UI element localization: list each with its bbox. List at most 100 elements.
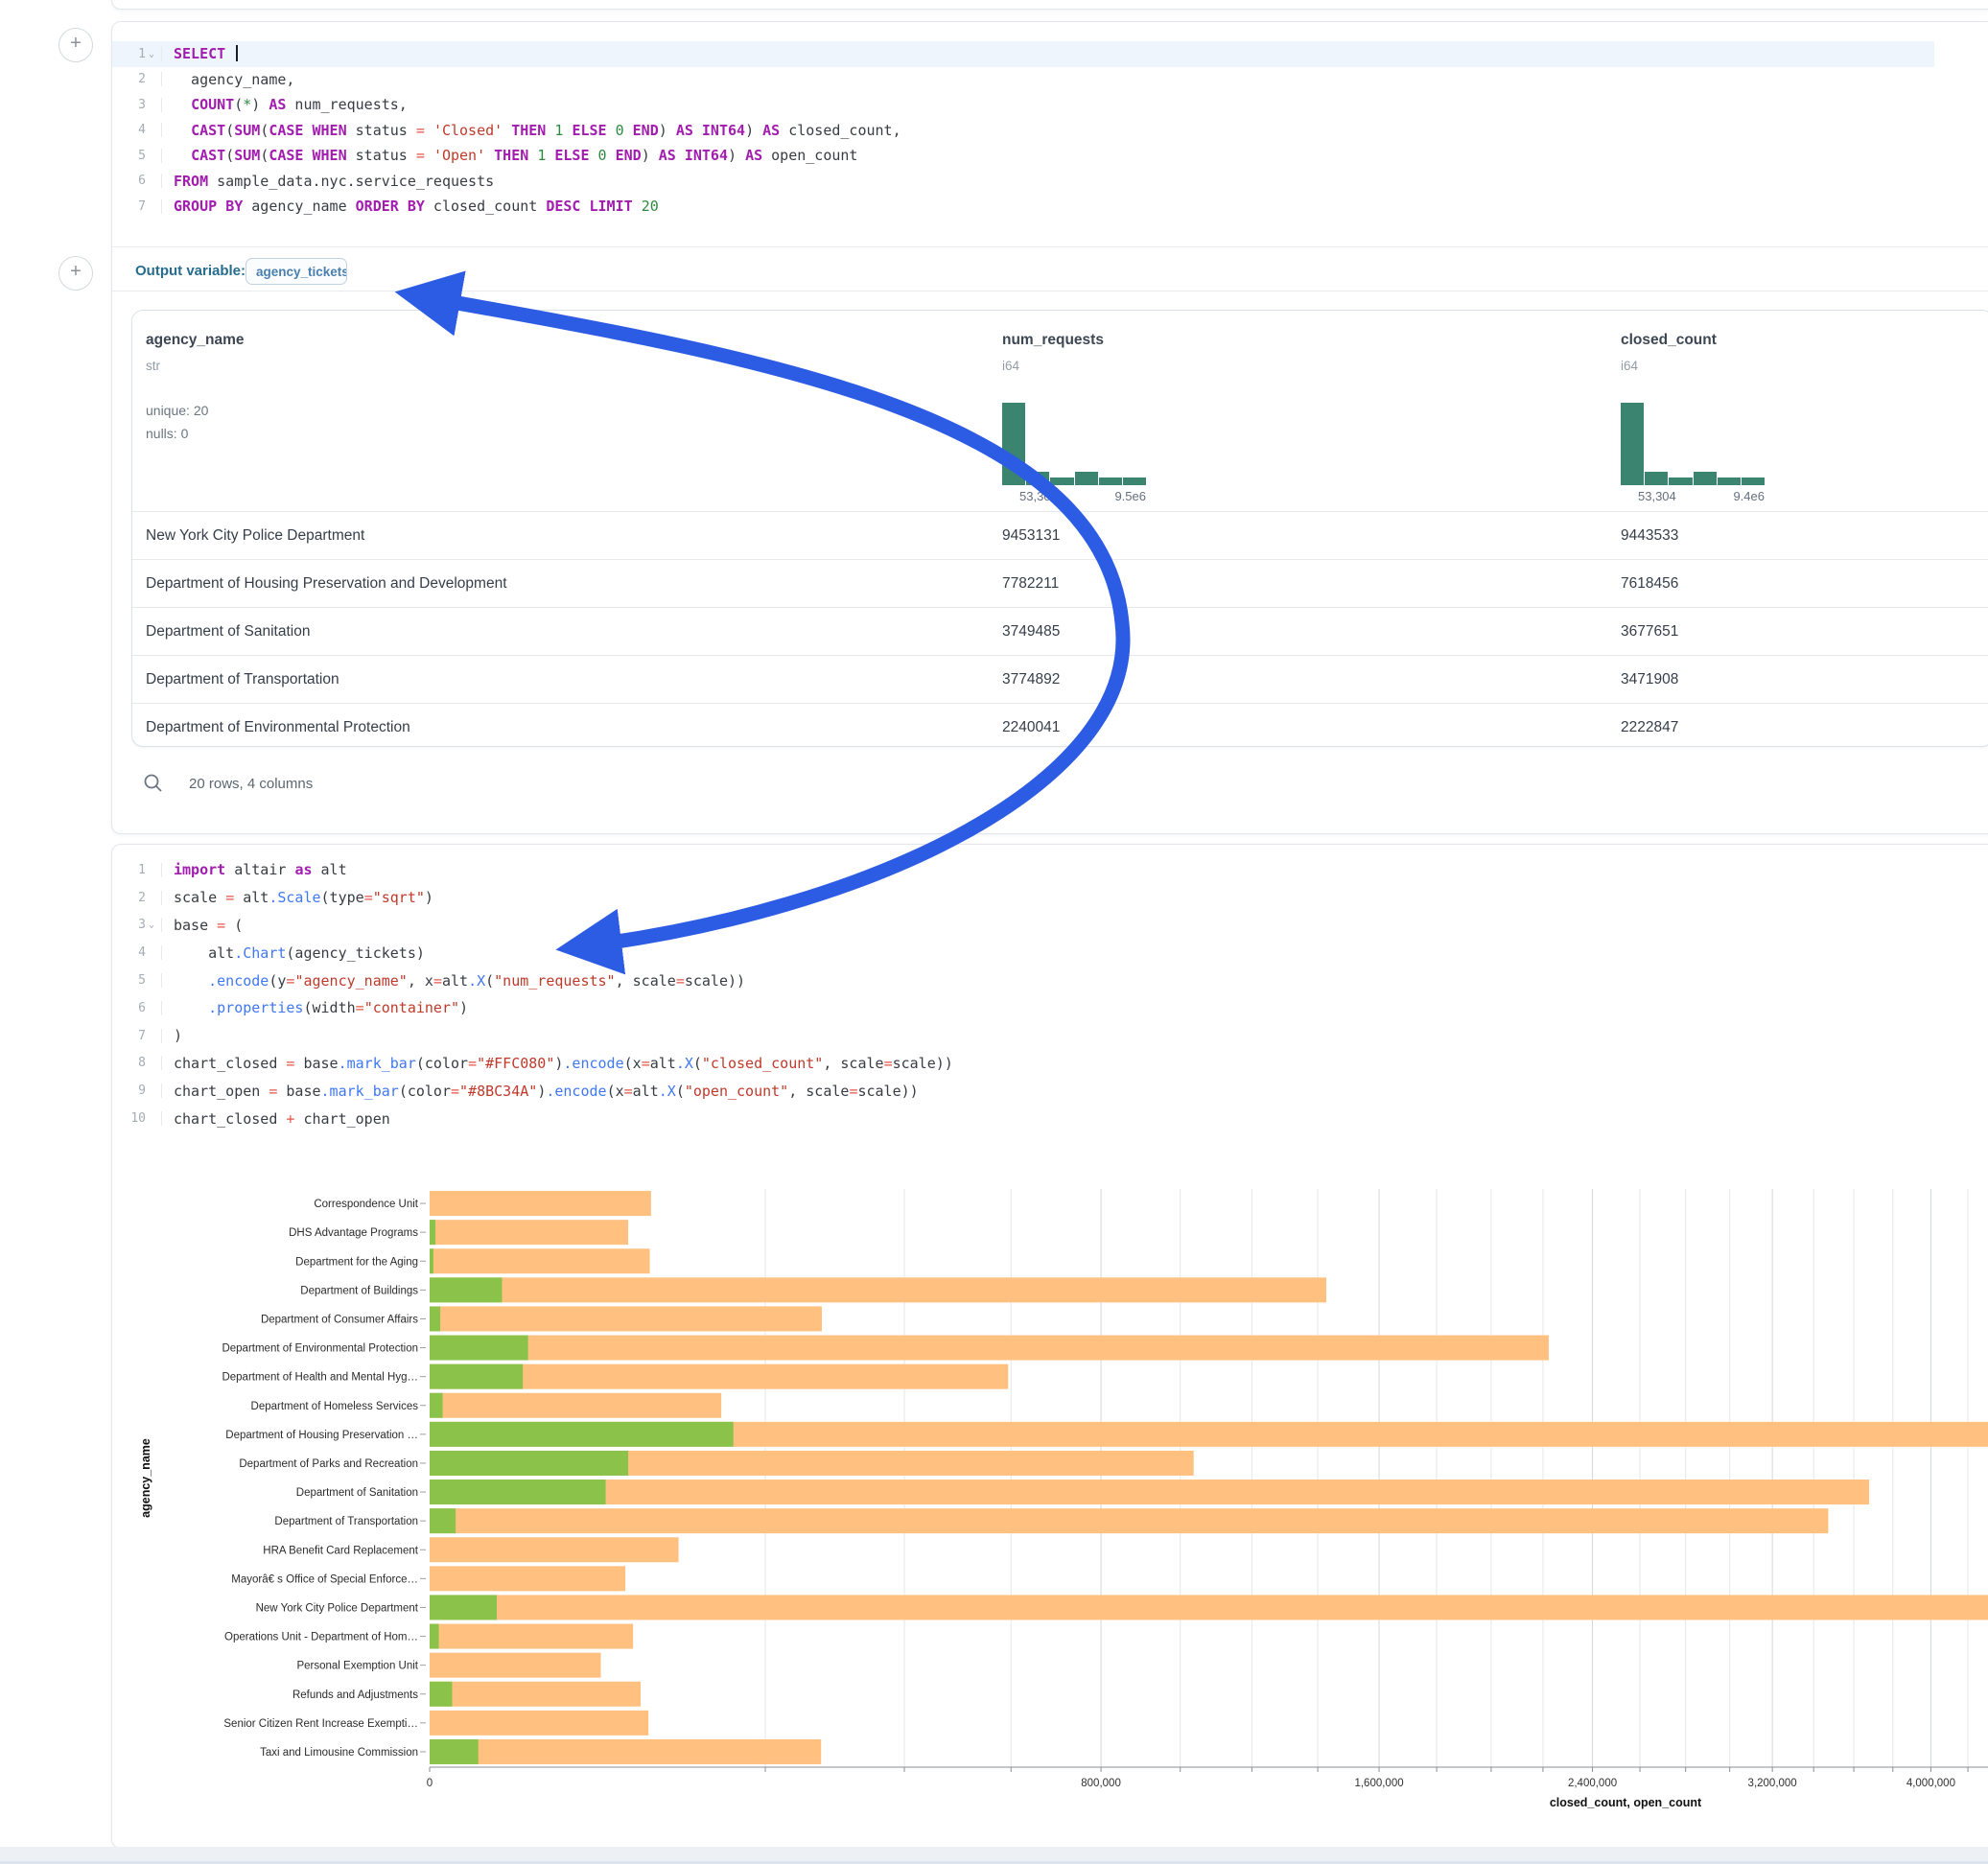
code-text: ) — [162, 1027, 182, 1044]
table-cell: Department of Housing Preservation and D… — [146, 575, 507, 593]
sql-code-editor[interactable]: 1⌄SELECT 2 agency_name,3 COUNT(*) AS num… — [112, 41, 1934, 220]
table-cell: 9453131 — [1002, 527, 1060, 545]
code-line-10[interactable]: 10 chart_closed + chart_open — [112, 1105, 1934, 1132]
code-text: import altair as alt — [162, 861, 347, 878]
sql-cell: 1⌄SELECT 2 agency_name,3 COUNT(*) AS num… — [111, 21, 1988, 834]
column-type: i64 — [1002, 359, 1019, 373]
column-header-closed_count[interactable]: closed_count — [1621, 332, 1717, 349]
line-number: 4 — [138, 945, 146, 960]
column-type: str — [146, 359, 160, 373]
table-rows: New York City Police Department 9453131 94… — [132, 511, 1988, 747]
line-number: 9 — [138, 1083, 146, 1098]
table-cell: 2240041 — [1002, 719, 1060, 736]
code-line-7[interactable]: 7 GROUP BY agency_name ORDER BY closed_co… — [112, 194, 1934, 220]
table-row: New York City Police Department 9453131 94… — [132, 511, 1988, 559]
table-cell: 3471908 — [1621, 671, 1678, 688]
code-text: .properties(width="container") — [162, 999, 468, 1016]
column-stat: unique: 20 — [146, 399, 208, 422]
code-line-9[interactable]: 9 chart_open = base.mark_bar(color="#8BC3… — [112, 1077, 1934, 1105]
table-row: Department of Transportation 3774892 34719… — [132, 655, 1988, 703]
code-text: agency_name, — [162, 71, 294, 88]
table-row: Department of Environmental Protection 22… — [132, 703, 1988, 747]
table-cell: 3749485 — [1002, 623, 1060, 641]
line-number: 1 — [138, 863, 146, 877]
output-variable-label: Output variable: — [135, 263, 246, 279]
table-cell: Department of Transportation — [146, 671, 339, 688]
table-cell: 2222847 — [1621, 719, 1678, 736]
line-number: 4 — [138, 123, 146, 137]
code-line-3[interactable]: 3⌄ base = ( — [112, 912, 1934, 940]
code-text: SELECT — [162, 45, 238, 62]
add-cell-button-top[interactable]: + — [58, 28, 93, 62]
python-code-editor[interactable]: 1 import altair as alt 2 scale = alt.Scale(… — [112, 856, 1934, 1132]
line-number: 8 — [138, 1056, 146, 1070]
column-histogram — [1002, 403, 1146, 485]
text-cursor — [236, 45, 238, 61]
table-cell: New York City Police Department — [146, 527, 364, 545]
line-number: 7 — [138, 199, 146, 214]
code-line-3[interactable]: 3 COUNT(*) AS num_requests, — [112, 92, 1934, 118]
histogram-range-labels: 53,3049.5e6 — [1019, 489, 1146, 503]
collapse-chevron-icon[interactable]: ⌄ — [149, 920, 157, 930]
code-text: CAST(SUM(CASE WHEN status = 'Closed' THE… — [162, 122, 901, 139]
table-cell: Department of Sanitation — [146, 623, 310, 641]
code-text: chart_open = base.mark_bar(color="#8BC34… — [162, 1083, 919, 1100]
code-text: chart_closed + chart_open — [162, 1110, 390, 1128]
table-cell: 9443533 — [1621, 527, 1678, 545]
code-line-6[interactable]: 6 .properties(width="container") — [112, 994, 1934, 1022]
table-dimensions-label: 20 rows, 4 columns — [189, 776, 313, 792]
table-row: Department of Sanitation 3749485 3677651 — [132, 607, 1988, 655]
column-header-agency_name[interactable]: agency_name — [146, 332, 245, 349]
python-cell: 1 import altair as alt 2 scale = alt.Scale(… — [111, 844, 1988, 1849]
code-line-4[interactable]: 4 CAST(SUM(CASE WHEN status = 'Closed' T… — [112, 118, 1934, 144]
code-line-4[interactable]: 4 alt.Chart(agency_tickets) — [112, 939, 1934, 967]
code-line-8[interactable]: 8 chart_closed = base.mark_bar(color="#FF… — [112, 1050, 1934, 1078]
collapse-chevron-icon[interactable]: ⌄ — [149, 49, 157, 59]
table-cell: 3774892 — [1002, 671, 1060, 688]
code-text: base = ( — [162, 917, 243, 934]
code-line-5[interactable]: 5 .encode(y="agency_name", x=alt.X("num_… — [112, 967, 1934, 994]
code-line-5[interactable]: 5 CAST(SUM(CASE WHEN status = 'Open' THE… — [112, 143, 1934, 169]
line-number: 5 — [138, 149, 146, 163]
histogram-range-labels: 53,3049.4e6 — [1638, 489, 1765, 503]
line-number: 3 — [138, 918, 146, 932]
line-number: 1 — [138, 47, 146, 61]
line-number: 2 — [138, 72, 146, 86]
table-cell: Department of Environmental Protection — [146, 719, 410, 736]
line-number: 5 — [138, 973, 146, 988]
column-type: i64 — [1621, 359, 1638, 373]
code-text: GROUP BY agency_name ORDER BY closed_cou… — [162, 198, 659, 215]
line-number: 3 — [138, 98, 146, 112]
add-cell-button-output[interactable]: + — [58, 256, 93, 291]
code-text: COUNT(*) AS num_requests, — [162, 96, 408, 113]
code-text: scale = alt.Scale(type="sqrt") — [162, 889, 433, 906]
code-line-1[interactable]: 1⌄ SELECT — [112, 41, 1934, 67]
table-cell: 7618456 — [1621, 575, 1678, 593]
code-line-2[interactable]: 2 scale = alt.Scale(type="sqrt") — [112, 884, 1934, 912]
code-text: CAST(SUM(CASE WHEN status = 'Open' THEN … — [162, 147, 857, 164]
divider — [112, 246, 1988, 247]
table-cell: 3677651 — [1621, 623, 1678, 641]
column-header-num_requests[interactable]: num_requests — [1002, 332, 1104, 349]
code-line-1[interactable]: 1 import altair as alt — [112, 856, 1934, 884]
code-text: FROM sample_data.nyc.service_requests — [162, 173, 494, 190]
code-text: chart_closed = base.mark_bar(color="#FFC… — [162, 1055, 953, 1072]
line-number: 7 — [138, 1029, 146, 1043]
code-text: alt.Chart(agency_tickets) — [162, 944, 425, 962]
search-icon[interactable] — [143, 773, 164, 794]
line-number: 6 — [138, 1001, 146, 1015]
code-line-6[interactable]: 6 FROM sample_data.nyc.service_requests — [112, 169, 1934, 195]
column-stat: nulls: 0 — [146, 422, 188, 445]
line-number: 10 — [130, 1111, 146, 1126]
previous-cell-edge — [111, 0, 1988, 10]
code-line-7[interactable]: 7) — [112, 1022, 1934, 1050]
result-table: agency_namestr unique: 20nulls: 0 num_requ… — [131, 310, 1988, 747]
table-row: Department of Housing Preservation and D… — [132, 559, 1988, 607]
line-number: 2 — [138, 891, 146, 905]
line-number: 6 — [138, 174, 146, 188]
code-line-2[interactable]: 2 agency_name, — [112, 67, 1934, 93]
column-histogram — [1621, 403, 1765, 485]
table-cell: 7782211 — [1002, 575, 1059, 593]
code-text: .encode(y="agency_name", x=alt.X("num_re… — [162, 972, 745, 990]
output-variable-pill[interactable]: agency_tickets — [246, 258, 347, 285]
